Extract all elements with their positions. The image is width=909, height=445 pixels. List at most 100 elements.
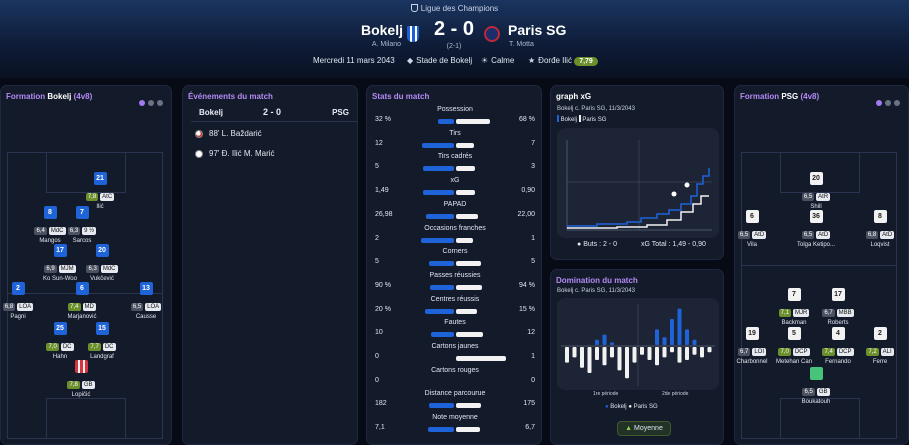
stat-bar-home: [431, 332, 454, 338]
stat-bars: [405, 213, 505, 219]
home-pitch: 21 7,8 AtC Ilić 8 6,4 MdC Mangos 7 6,3 9 ½ Sarcos 17…: [2, 152, 166, 439]
stats-panel: Stats du match Possession 32 % 68 % Tirs 12 7…: [366, 85, 542, 445]
stat-away-value: 68 %: [519, 116, 535, 123]
domination-bar-away: [565, 347, 569, 363]
player-position: MdC: [48, 227, 66, 235]
player-name: Boukatouh: [801, 399, 831, 405]
pager-dot[interactable]: [885, 100, 891, 106]
pager-dots[interactable]: [136, 93, 163, 111]
events-title: Événements du match: [188, 92, 273, 101]
stadium-icon: ◆: [407, 56, 414, 65]
player-card[interactable]: 6,5 GB Boukatouh: [796, 367, 836, 405]
shirt-icon: [74, 360, 88, 373]
xg-home-line: [567, 168, 710, 227]
stat-bar-home: [425, 308, 454, 314]
events-panel: Événements du match Bokelj 2 - 0 PSG 88'…: [182, 85, 358, 445]
stat-bar-away: [456, 308, 478, 314]
player-card[interactable]: 13 6,5 LOA Causse: [126, 282, 166, 320]
player-card[interactable]: 7,8 GB Lopičić: [61, 360, 101, 398]
player-card[interactable]: 5 7,0 DCP Metehan Can: [774, 327, 814, 365]
stat-label: Possession: [437, 106, 473, 113]
pager-dot[interactable]: [157, 100, 163, 106]
player-card[interactable]: 20 6,5 AtR Shill: [796, 172, 836, 210]
stat-bar-away: [456, 356, 506, 361]
stat-bar-away: [456, 403, 481, 409]
man-of-the-match[interactable]: ★ Đorđe Ilić 7,79: [528, 56, 598, 66]
away-team-name[interactable]: Paris SG: [508, 22, 567, 38]
stat-home-value: 182: [375, 400, 387, 408]
shirt-icon: 4: [831, 327, 845, 340]
player-card[interactable]: 2 6,8 LOA Pagni: [0, 282, 38, 320]
player-card[interactable]: 8 6,4 MdC Mangos: [30, 206, 70, 244]
stat-home-value: 26,98: [375, 210, 393, 218]
stadium: ◆ Stade de Bokelj: [407, 56, 473, 65]
player-card[interactable]: 20 6,3 MdC Vukčević: [82, 244, 122, 282]
player-card[interactable]: 7 7,1 MJR Backman: [774, 288, 814, 326]
moyenne-button[interactable]: ▲ Moyenne: [617, 421, 671, 436]
stat-bar-away: [456, 190, 475, 196]
player-rating: 7,7: [88, 343, 101, 351]
stat-bar-home: [428, 427, 454, 433]
player-card[interactable]: 2 7,2 ALI Ferre: [860, 327, 900, 365]
player-card[interactable]: 7 6,3 9 ½ Sarcos: [62, 206, 102, 244]
player-position: DCP: [792, 348, 810, 356]
stat-bar-away: [456, 332, 484, 338]
stat-away-value: 3: [531, 163, 535, 171]
player-name: Backman: [781, 320, 807, 326]
player-position: GB: [81, 381, 95, 389]
pager-dot[interactable]: [894, 100, 900, 106]
player-card[interactable]: 6 7,4 MD Marjanović: [62, 282, 102, 320]
home-formation-panel: Formation Bokelj (4v8) 21 7,8 AtC Ilić 8 6,4 M…: [0, 85, 172, 445]
stat-bar-home: [422, 190, 454, 196]
domination-panel: Domination du match Bokelj c. Paris SG, …: [550, 269, 724, 445]
domination-subtitle: Bokelj c. Paris SG, 11/3/2043: [557, 288, 635, 294]
player-card[interactable]: 36 6,5 AtD Tolga Ketipo...: [796, 210, 836, 248]
domination-bar-away: [685, 347, 689, 360]
player-card[interactable]: 4 7,4 DCP Fernando: [818, 327, 858, 365]
domination-bar-home: [662, 337, 667, 345]
stat-home-value: 5: [375, 163, 379, 171]
stat-home-value: 12: [375, 139, 383, 147]
shirt-icon: 6: [75, 282, 89, 295]
player-card[interactable]: 17 6,7 MBB Roberts: [818, 288, 858, 326]
domination-bar-away: [692, 347, 697, 355]
player-card[interactable]: 8 6,8 AtD Loqvist: [860, 210, 900, 248]
stat-label: Cartons rouges: [431, 366, 479, 374]
domination-bar-home: [602, 334, 607, 345]
player-name: Loqvist: [870, 242, 890, 248]
domination-bar-away: [610, 347, 614, 358]
stat-row: Fautes 10 12: [375, 319, 535, 341]
player-card[interactable]: 25 7,0 DC Hahn: [40, 322, 80, 360]
stat-away-value: 15 %: [519, 305, 535, 313]
domination-bar-away: [602, 347, 607, 366]
event-row[interactable]: 97' Đ. Ilić M. Marić: [191, 146, 357, 164]
pager-dots[interactable]: [873, 93, 900, 111]
player-rating: 6,5: [802, 388, 815, 396]
player-card[interactable]: 19 6,7 LOI Charbonnel: [732, 327, 772, 365]
player-card[interactable]: 15 7,7 DC Landgraf: [82, 322, 122, 360]
pager-dot[interactable]: [139, 100, 145, 106]
player-card[interactable]: 17 6,9 MJM Ko Sun-Woo: [40, 244, 80, 282]
player-position: ALI: [880, 348, 894, 356]
pager-dot[interactable]: [876, 100, 882, 106]
player-card[interactable]: 21 7,8 AtC Ilić: [80, 172, 120, 210]
stat-row: Occasions franches 2 1: [375, 225, 535, 247]
player-card[interactable]: 6 6,5 AtD Vila: [732, 210, 772, 248]
player-name: Metehan Can: [775, 359, 813, 365]
stat-label: Passes réussies: [429, 271, 481, 279]
stat-bars: [405, 237, 505, 243]
stat-bar-away: [456, 284, 482, 290]
trophy-icon: [410, 4, 418, 12]
goal-marker-icon: [671, 191, 677, 197]
stat-row: xG 1,49 0,90: [375, 177, 535, 199]
home-team-name[interactable]: Bokelj: [360, 22, 403, 38]
stat-away-value: 0: [531, 376, 535, 384]
player-position: LOA: [17, 303, 34, 311]
legend-swatch-away: [578, 115, 581, 122]
event-row[interactable]: 88' L. Baždarić: [191, 126, 357, 144]
match-header: Ligue des Champions Bokelj A. Milano 2 -…: [0, 0, 909, 78]
player-name: Landgraf: [90, 354, 114, 360]
player-name: Sarcos: [72, 238, 92, 244]
domination-bar-away: [670, 347, 674, 353]
pager-dot[interactable]: [148, 100, 154, 106]
